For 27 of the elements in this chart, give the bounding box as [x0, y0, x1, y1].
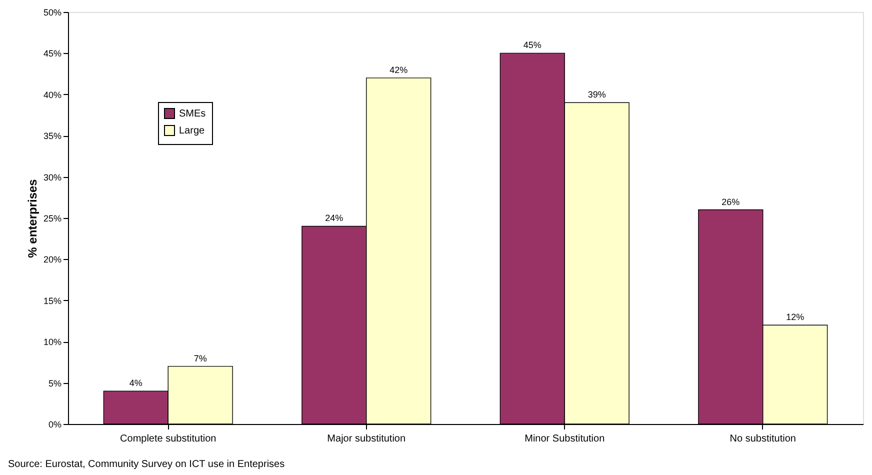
text: 26% [722, 196, 740, 207]
x-tick-label: No substitution [730, 434, 796, 444]
text: 4% [129, 378, 142, 388]
legend-label: Large [179, 126, 206, 136]
text: 42% [390, 64, 408, 75]
y-tick-label: 45% [43, 48, 62, 59]
source-note: Source: Eurostat, Community Survey on ICT use in Enteprises [8, 459, 285, 470]
y-tick-label: 35% [43, 131, 62, 142]
y-tick-label: 40% [43, 90, 62, 100]
y-tick-label: 15% [43, 296, 62, 306]
x-tick-label: Complete substitution [120, 434, 216, 444]
y-tick-label: 10% [43, 337, 62, 348]
legend-label: SMEs [179, 108, 206, 120]
text: 39% [588, 90, 606, 100]
y-tick-label: 20% [43, 254, 62, 265]
x-tick-label: Major substitution [327, 434, 406, 444]
y-tick-label: 30% [43, 172, 62, 182]
y-tick-label: 50% [43, 8, 62, 18]
y-tick-label: 5% [48, 378, 62, 388]
text: 24% [325, 213, 344, 224]
text: 45% [523, 40, 542, 50]
y-axis-title: % enterprises [25, 178, 40, 258]
text: 7% [194, 353, 207, 364]
x-tick-label: Minor Substitution [524, 434, 605, 444]
text: 12% [786, 312, 804, 322]
y-tick-label: 0% [48, 420, 62, 430]
y-tick-label: 25% [43, 214, 62, 224]
